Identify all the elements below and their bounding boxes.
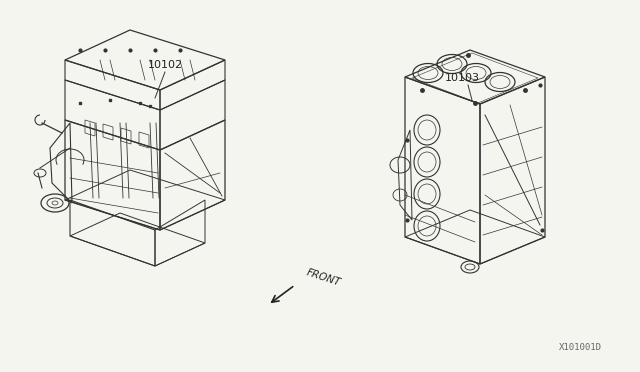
Text: FRONT: FRONT [305,268,342,288]
Text: 10102: 10102 [147,60,182,70]
Text: X101001D: X101001D [559,343,602,353]
Text: 10103: 10103 [445,73,479,83]
